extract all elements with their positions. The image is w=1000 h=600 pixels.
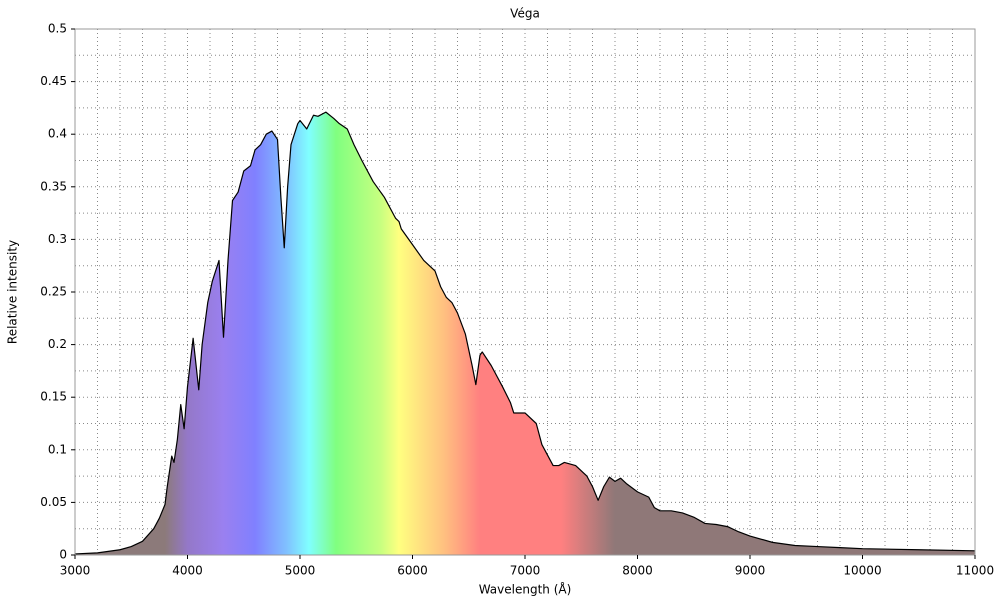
y-tick-label: 0.25: [40, 285, 67, 299]
y-tick-label: 0.2: [48, 337, 67, 351]
y-tick-label: 0.05: [40, 495, 67, 509]
chart-title: Véga: [510, 7, 540, 21]
spectrum-line: [74, 111, 976, 555]
x-tick-label: 6000: [397, 564, 428, 578]
x-tick-label: 8000: [622, 564, 653, 578]
spectrum-area: [75, 112, 975, 556]
tick-labels: 3000 4000 5000 6000 7000 8000 9000 10000 11000 0 0…: [40, 22, 994, 578]
marks: [74, 111, 976, 556]
x-tick-label: 7000: [510, 564, 541, 578]
y-tick-label: 0.4: [48, 127, 67, 141]
y-axis-label: Relative intensity: [6, 240, 20, 344]
y-tick-label: 0.1: [48, 442, 67, 456]
x-tick-label: 3000: [60, 564, 91, 578]
y-tick-label: 0: [59, 548, 67, 562]
x-tick-label: 10000: [843, 564, 881, 578]
y-tick-label: 0.5: [48, 22, 67, 36]
y-tick-label: 0.45: [40, 74, 67, 88]
x-tick-label: 9000: [735, 564, 766, 578]
y-tick-label: 0.15: [40, 390, 67, 404]
x-tick-label: 5000: [285, 564, 316, 578]
x-tick-label: 4000: [172, 564, 203, 578]
x-axis-label: Wavelength (Å): [479, 582, 572, 597]
y-tick-label: 0.35: [40, 179, 67, 193]
x-tick-label: 11000: [956, 564, 994, 578]
y-tick-label: 0.3: [48, 232, 67, 246]
